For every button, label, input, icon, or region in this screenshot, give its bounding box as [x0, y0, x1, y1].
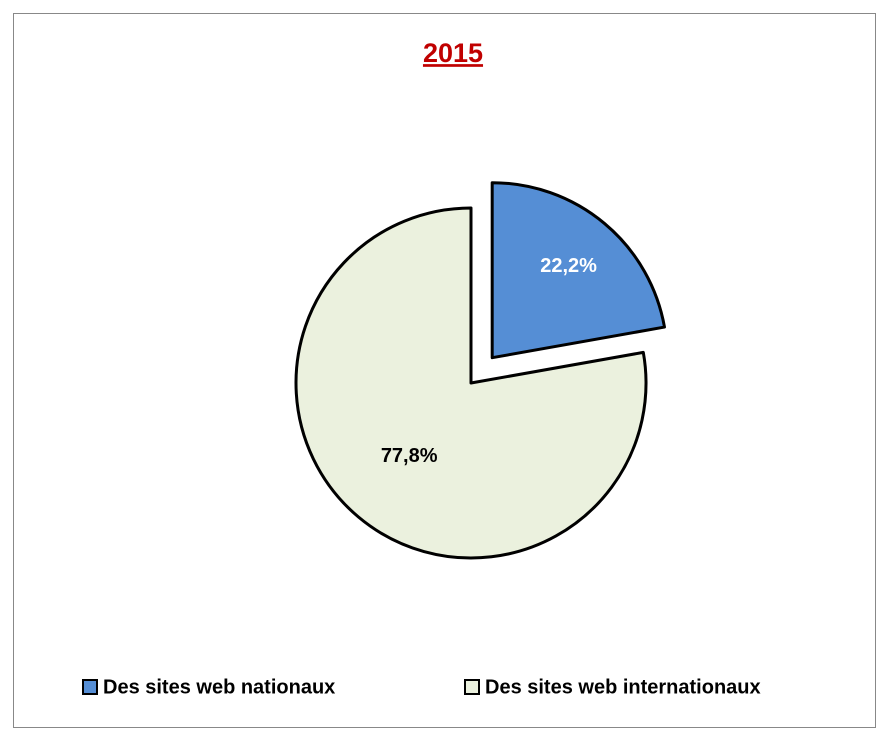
pie-slice: [490, 181, 666, 360]
data-label: 77,8%: [381, 445, 438, 467]
legend-swatch: [464, 679, 480, 695]
legend-swatch: [82, 679, 98, 695]
legend-label: Des sites web internationaux: [485, 676, 761, 698]
legend-label: Des sites web nationaux: [103, 676, 335, 698]
chart-title: 2015: [423, 38, 483, 68]
data-label: 22,2%: [540, 255, 597, 277]
pie-slice: [294, 206, 648, 560]
